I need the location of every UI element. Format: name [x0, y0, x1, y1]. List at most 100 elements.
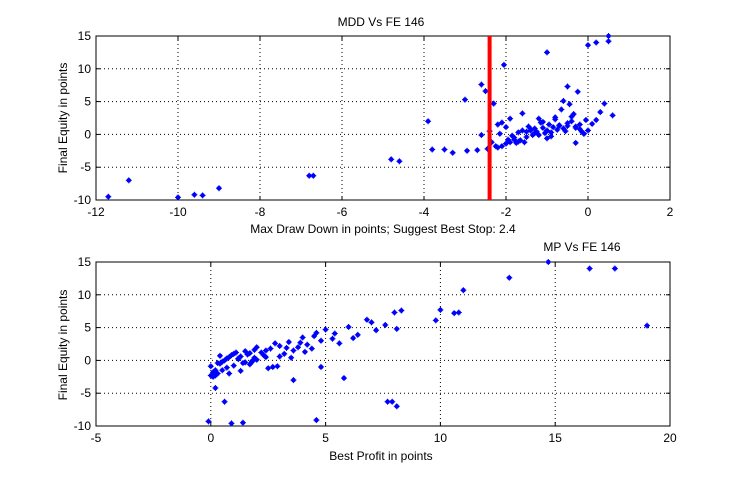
y-tick-label: 5	[84, 95, 91, 109]
data-point	[506, 274, 513, 281]
data-point	[288, 354, 295, 361]
x-tick-label: 0	[207, 431, 214, 445]
data-point	[580, 130, 587, 137]
data-point	[221, 398, 228, 405]
y-tick-label: -5	[80, 386, 91, 400]
data-point	[308, 345, 315, 352]
data-point	[432, 317, 439, 324]
data-point	[322, 326, 329, 333]
data-point	[572, 139, 579, 146]
y-axis-label: Final Equity in points	[56, 63, 70, 174]
data-point	[507, 139, 514, 146]
data-point	[246, 350, 253, 357]
data-point	[605, 33, 612, 39]
data-point	[207, 363, 214, 370]
data-point	[295, 344, 302, 351]
data-point	[216, 352, 223, 359]
data-point	[310, 172, 317, 179]
data-point	[496, 130, 503, 137]
data-point	[290, 347, 297, 354]
data-point	[589, 120, 596, 127]
data-points	[105, 33, 616, 201]
data-point	[531, 125, 538, 132]
data-point	[389, 398, 396, 405]
y-tick-label: 10	[78, 62, 92, 76]
y-tick-label: -10	[74, 419, 92, 433]
x-axis-label: Max Draw Down in points; Suggest Best St…	[250, 222, 516, 236]
data-point	[544, 127, 550, 134]
data-point	[535, 115, 542, 122]
data-point	[336, 340, 343, 347]
data-point	[283, 344, 290, 351]
data-point	[482, 88, 489, 95]
x-tick-label: -4	[419, 205, 430, 219]
data-point	[272, 340, 279, 347]
y-tick-label: 5	[84, 321, 91, 335]
chart-title: MDD Vs FE 146	[338, 15, 425, 29]
y-tick-label: 15	[78, 255, 92, 269]
x-axis-label: Best Profit in points	[329, 449, 432, 463]
data-point	[329, 335, 336, 342]
data-point	[544, 49, 550, 56]
data-point	[545, 259, 552, 265]
data-point	[363, 316, 370, 323]
data-point	[560, 97, 567, 104]
data-point	[531, 130, 538, 137]
data-point	[585, 127, 591, 134]
y-tick-label: 0	[84, 127, 91, 141]
data-point	[554, 126, 561, 133]
data-point	[478, 132, 485, 139]
data-point	[597, 109, 604, 116]
data-point	[478, 81, 485, 88]
data-point	[285, 339, 292, 346]
data-point	[500, 61, 507, 68]
data-point	[566, 101, 573, 108]
data-point	[233, 349, 240, 356]
data-point	[498, 143, 505, 150]
data-point	[449, 149, 456, 156]
data-point	[223, 364, 230, 371]
data-point	[515, 138, 522, 145]
grid	[95, 35, 671, 201]
x-tick-label: 20	[663, 431, 677, 445]
data-point	[539, 118, 546, 125]
data-point	[552, 116, 559, 123]
data-point	[214, 370, 221, 377]
data-point	[521, 139, 528, 146]
data-point	[548, 129, 555, 136]
data-point	[462, 96, 468, 103]
data-point	[331, 330, 338, 337]
data-point	[368, 319, 375, 326]
data-point	[582, 116, 589, 123]
data-point	[391, 309, 398, 316]
data-point	[464, 147, 471, 154]
y-tick-label: -10	[74, 193, 92, 207]
data-points	[205, 259, 651, 427]
data-point	[253, 344, 260, 351]
data-point	[539, 124, 546, 131]
data-point	[494, 121, 501, 128]
y-tick-label: -5	[80, 160, 91, 174]
chart-title: MP Vs FE 146	[543, 240, 620, 254]
data-point	[535, 132, 542, 139]
data-point	[354, 331, 361, 338]
x-tick-label: 5	[322, 431, 329, 445]
data-point	[490, 100, 497, 107]
data-point	[373, 327, 380, 334]
data-point	[269, 363, 276, 370]
x-tick-label: -12	[87, 205, 105, 219]
data-point	[460, 287, 467, 294]
data-point	[519, 110, 526, 117]
data-point	[564, 122, 571, 129]
data-point	[451, 310, 458, 317]
data-point	[593, 116, 600, 123]
x-tick-label: -10	[169, 205, 187, 219]
data-point	[216, 185, 222, 192]
data-point	[398, 307, 405, 314]
data-point	[237, 367, 244, 374]
data-point	[455, 309, 462, 316]
data-point	[441, 146, 448, 153]
data-point	[393, 403, 400, 410]
data-point	[199, 192, 206, 199]
